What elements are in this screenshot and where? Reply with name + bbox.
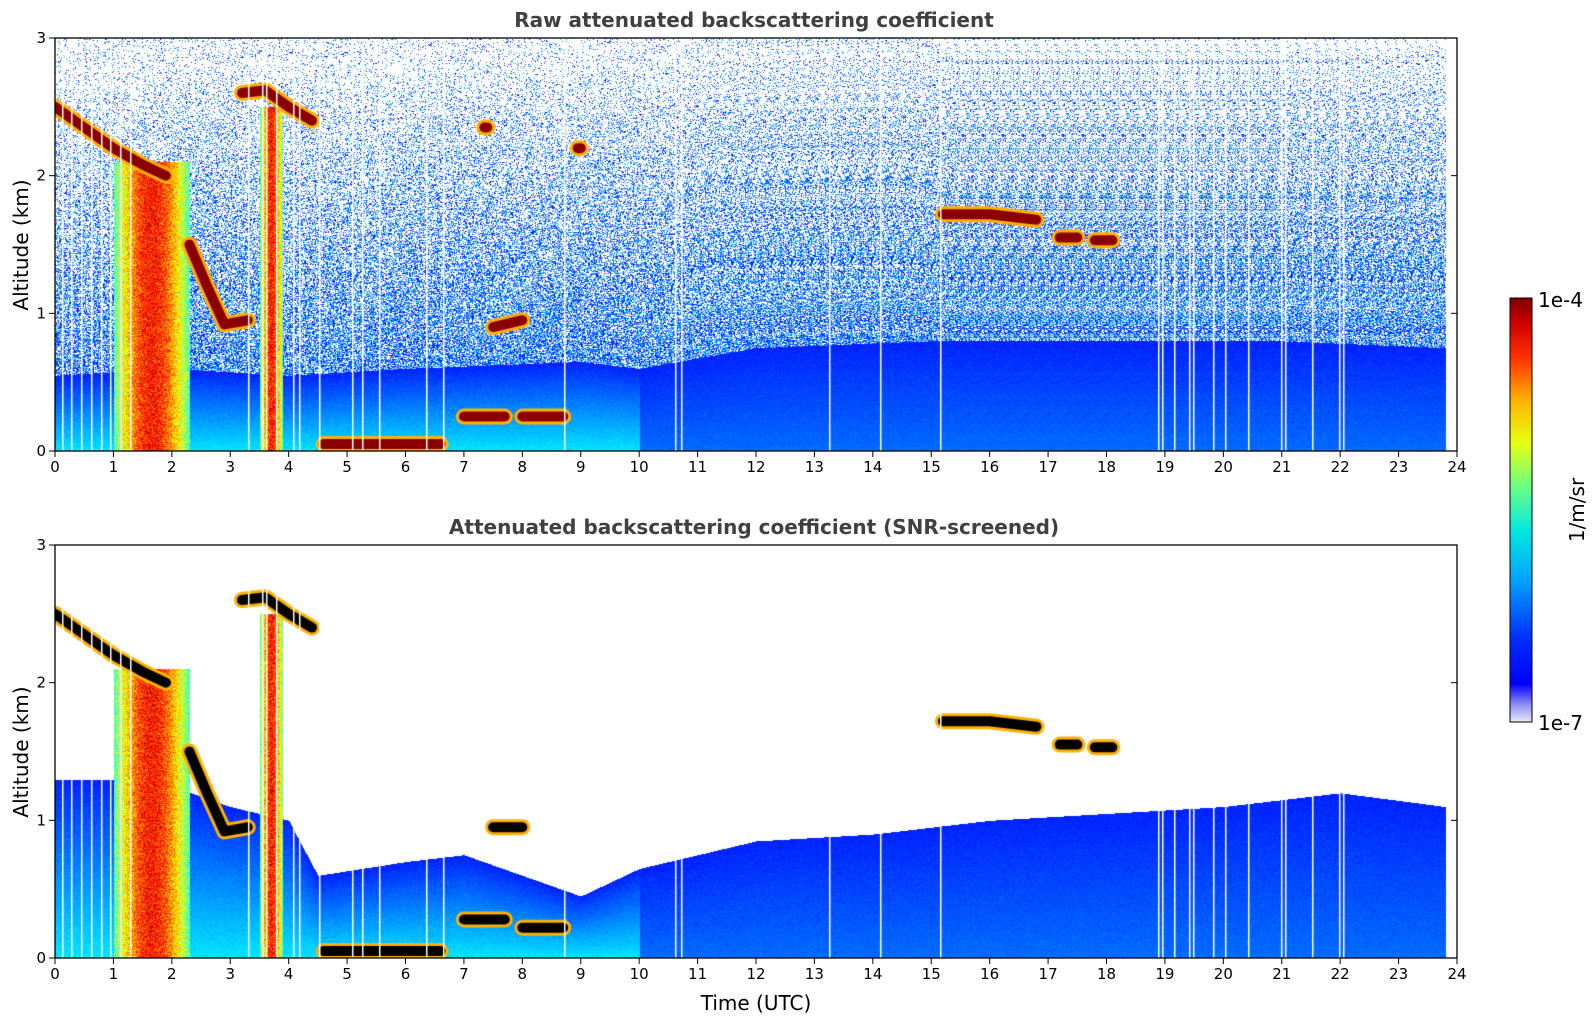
x-tick-label: 11 [688, 965, 707, 983]
colorbar-unit-label: 1/m/sr [1565, 477, 1589, 542]
x-tick-label: 13 [805, 458, 824, 476]
x-tick-label: 2 [167, 458, 177, 476]
x-tick-label: 8 [518, 458, 528, 476]
x-tick-label: 8 [518, 965, 528, 983]
x-tick-label: 2 [167, 965, 177, 983]
x-tick-label: 12 [746, 458, 765, 476]
x-tick-label: 15 [922, 965, 941, 983]
x-tick-label: 14 [863, 458, 882, 476]
x-tick-label: 6 [401, 458, 411, 476]
y-tick-label: 3 [36, 29, 46, 47]
x-tick-label: 16 [980, 458, 999, 476]
x-tick-label: 20 [1214, 965, 1233, 983]
x-tick-label: 4 [284, 965, 294, 983]
y-tick-label: 0 [36, 442, 46, 460]
panel-raw-axes: 0 1 2 3 4 5 6 7 8 9 10 11 12 13 14 15 16 17 18 19 20 21 22 23 24… [36, 29, 1466, 476]
panel-screened-axes: 0 1 2 3 4 5 6 7 8 9 10 11 12 13 14 15 16 17 18 19 20 21 22 23 24… [36, 536, 1466, 983]
x-axis-label: Time (UTC) [700, 991, 812, 1015]
x-tick-label: 1 [109, 458, 119, 476]
x-tick-label: 23 [1389, 458, 1408, 476]
x-tick-label: 22 [1331, 458, 1350, 476]
x-tick-label: 9 [576, 458, 586, 476]
x-tick-label: 22 [1331, 965, 1350, 983]
y-tick-label: 0 [36, 949, 46, 967]
x-tick-label: 24 [1447, 458, 1466, 476]
colorbar-max-label: 1e-4 [1538, 288, 1583, 312]
x-tick-label: 19 [1155, 965, 1174, 983]
y-tick-label: 1 [36, 304, 46, 322]
x-tick-label: 21 [1272, 458, 1291, 476]
colorbar: 1e-4 1e-7 1/m/sr [1509, 288, 1589, 735]
x-tick-label: 16 [980, 965, 999, 983]
x-tick-label: 11 [688, 458, 707, 476]
x-tick-label: 3 [225, 458, 235, 476]
x-tick-label: 20 [1214, 458, 1233, 476]
x-tick-label: 23 [1389, 965, 1408, 983]
y-tick-label: 2 [36, 674, 46, 692]
colorbar-min-label: 1e-7 [1538, 711, 1583, 735]
panel-screened-title: Attenuated backscattering coefficient (S… [449, 515, 1059, 539]
panel-raw-ylabel: Altitude (km) [9, 179, 33, 310]
x-tick-label: 10 [630, 458, 649, 476]
x-tick-label: 17 [1039, 965, 1058, 983]
x-tick-label: 13 [805, 965, 824, 983]
panel-screened-heatmap [55, 545, 1457, 958]
x-tick-label: 15 [922, 458, 941, 476]
x-tick-label: 17 [1039, 458, 1058, 476]
y-tick-label: 2 [36, 167, 46, 185]
x-tick-label: 0 [50, 965, 60, 983]
panel-screened: Attenuated backscattering coefficient (S… [9, 515, 1467, 1015]
x-tick-label: 4 [284, 458, 294, 476]
y-tick-label: 1 [36, 811, 46, 829]
x-tick-label: 12 [746, 965, 765, 983]
x-tick-label: 10 [630, 965, 649, 983]
x-tick-label: 18 [1097, 965, 1116, 983]
x-tick-label: 21 [1272, 965, 1291, 983]
x-tick-label: 7 [459, 965, 469, 983]
x-tick-label: 5 [342, 965, 352, 983]
panel-raw-title: Raw attenuated backscattering coefficien… [514, 8, 994, 32]
x-tick-label: 5 [342, 458, 352, 476]
x-tick-label: 0 [50, 458, 60, 476]
x-tick-label: 7 [459, 458, 469, 476]
y-tick-label: 3 [36, 536, 46, 554]
colorbar-gradient [1509, 297, 1533, 723]
x-tick-label: 6 [401, 965, 411, 983]
x-tick-label: 3 [225, 965, 235, 983]
x-tick-label: 24 [1447, 965, 1466, 983]
x-tick-label: 1 [109, 965, 119, 983]
x-tick-label: 9 [576, 965, 586, 983]
x-tick-label: 18 [1097, 458, 1116, 476]
x-tick-label: 19 [1155, 458, 1174, 476]
panel-raw-heatmap [55, 38, 1457, 451]
panel-raw: Raw attenuated backscattering coefficien… [9, 8, 1467, 476]
x-tick-label: 14 [863, 965, 882, 983]
panel-screened-ylabel: Altitude (km) [9, 686, 33, 817]
